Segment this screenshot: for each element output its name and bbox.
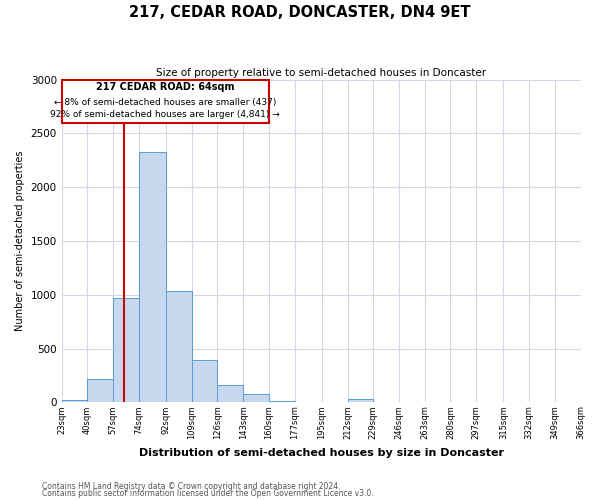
X-axis label: Distribution of semi-detached houses by size in Doncaster: Distribution of semi-detached houses by … bbox=[139, 448, 503, 458]
Text: 217, CEDAR ROAD, DONCASTER, DN4 9ET: 217, CEDAR ROAD, DONCASTER, DN4 9ET bbox=[129, 5, 471, 20]
Bar bbox=[166, 290, 192, 403]
Text: 92% of semi-detached houses are larger (4,841) →: 92% of semi-detached houses are larger (… bbox=[50, 110, 280, 118]
Title: Size of property relative to semi-detached houses in Doncaster: Size of property relative to semi-detach… bbox=[156, 68, 486, 78]
Bar bbox=[217, 384, 243, 402]
Text: Contains HM Land Registry data © Crown copyright and database right 2024.: Contains HM Land Registry data © Crown c… bbox=[42, 482, 341, 491]
Bar bbox=[62, 400, 88, 402]
Bar bbox=[88, 378, 113, 402]
Bar bbox=[139, 152, 166, 402]
Bar bbox=[347, 399, 373, 402]
FancyBboxPatch shape bbox=[62, 80, 269, 122]
Text: 217 CEDAR ROAD: 64sqm: 217 CEDAR ROAD: 64sqm bbox=[96, 82, 235, 92]
Y-axis label: Number of semi-detached properties: Number of semi-detached properties bbox=[15, 151, 25, 332]
Bar bbox=[113, 298, 139, 403]
Bar bbox=[192, 360, 217, 403]
Text: Contains public sector information licensed under the Open Government Licence v3: Contains public sector information licen… bbox=[42, 490, 374, 498]
Bar bbox=[243, 394, 269, 402]
Text: ← 8% of semi-detached houses are smaller (437): ← 8% of semi-detached houses are smaller… bbox=[54, 98, 277, 106]
